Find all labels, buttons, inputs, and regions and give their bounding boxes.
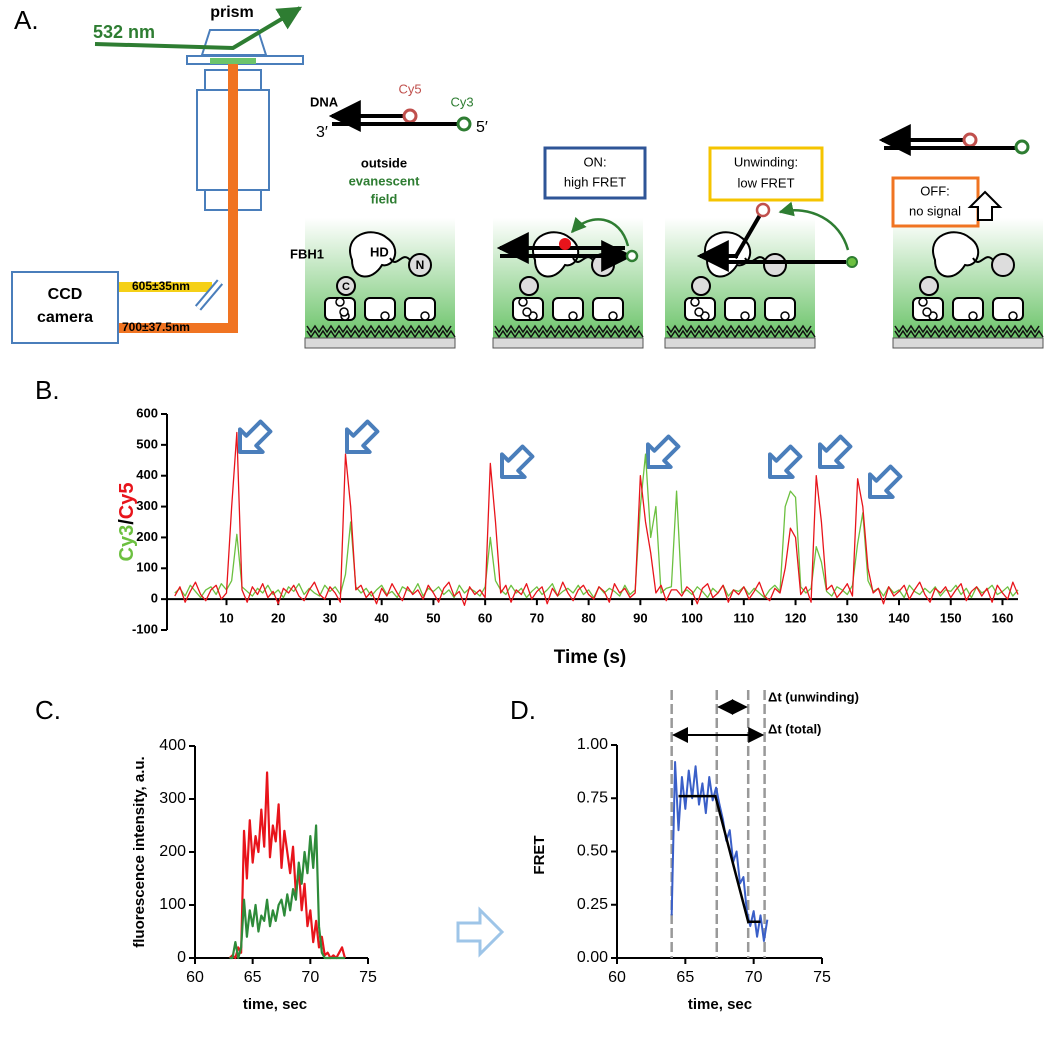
event-arrow xyxy=(336,415,384,463)
filter-label: 700±37.5nm xyxy=(122,320,190,334)
scenes: DNA Cy5 Cy3 3′ 5′ outside evanescent fie… xyxy=(290,81,1044,349)
y-tick-label: 0.25 xyxy=(577,896,608,913)
cy5-label: Cy5 xyxy=(398,81,421,96)
panel-label: B. xyxy=(35,375,60,405)
x-tick-label: 150 xyxy=(940,611,962,626)
x-tick-label: 90 xyxy=(633,611,647,626)
x-tick-label: 60 xyxy=(186,969,204,986)
y-tick-label: 400 xyxy=(159,737,186,754)
state-title: OFF: xyxy=(920,183,950,198)
y-tick-label: 300 xyxy=(159,790,186,807)
annotation: Δt (total) xyxy=(768,721,821,736)
x-tick-label: 10 xyxy=(219,611,233,626)
cy3-label: Cy3 xyxy=(450,94,473,109)
x-tick-label: 70 xyxy=(745,969,763,986)
annotation: Δt (unwinding) xyxy=(768,689,859,704)
microscope: A. prism 532 nm CCD camera 605±35nm 700±… xyxy=(11,4,304,344)
x-tick-label: 70 xyxy=(530,611,544,626)
domain-label: C xyxy=(342,281,350,293)
y-axis-label-part: / xyxy=(116,519,138,525)
x-axis-label: time, sec xyxy=(243,996,307,1013)
x-tick-label: 30 xyxy=(323,611,337,626)
camera-label: CCD xyxy=(48,286,83,303)
x-tick-label: 65 xyxy=(676,969,694,986)
y-axis-label: FRET xyxy=(531,835,548,874)
prism-label: prism xyxy=(210,4,254,21)
x-tick-label: 75 xyxy=(359,969,377,986)
series-line xyxy=(229,824,345,960)
event-arrow xyxy=(759,440,807,488)
outside-label: outside xyxy=(361,155,407,170)
flow-arrow xyxy=(456,906,505,958)
y-tick-label: 500 xyxy=(136,436,158,451)
x-tick-label: 160 xyxy=(992,611,1014,626)
x-tick-label: 60 xyxy=(478,611,492,626)
chart: D. 0.00 0.25 0.50 0.75 1.00 60 65 70 75 time, sec F… xyxy=(510,689,859,1013)
x-tick-label: 110 xyxy=(733,611,754,626)
x-tick-label: 130 xyxy=(836,611,858,626)
x-axis-label: time, sec xyxy=(688,996,752,1013)
y-tick-label: 600 xyxy=(136,405,158,420)
event-arrow xyxy=(491,440,539,488)
y-tick-label: 100 xyxy=(136,560,158,575)
laser-label: 532 nm xyxy=(93,22,155,42)
panel-label: A. xyxy=(14,5,39,35)
x-tick-label: 120 xyxy=(785,611,807,626)
chart: B. -100 0 100 200 300 400 500 600 10 20 30 40 50 60 70 8… xyxy=(35,375,1019,668)
y-tick-label: 0 xyxy=(177,949,186,966)
y-tick-label: 0.50 xyxy=(577,843,608,860)
panel-label: D. xyxy=(510,695,536,725)
chart: C. 0 100 200 300 400 60 65 70 75 time, sec fluoresc… xyxy=(35,695,377,1013)
x-tick-label: 50 xyxy=(426,611,440,626)
y-tick-label: 0.75 xyxy=(577,789,608,806)
state-subtitle: no signal xyxy=(909,203,961,218)
y-tick-label: 300 xyxy=(136,498,158,513)
series-line xyxy=(670,761,769,942)
filter-label: 605±35nm xyxy=(132,279,190,293)
x-tick-label: 100 xyxy=(681,611,703,626)
y-tick-label: 0 xyxy=(151,591,158,606)
outside-label: field xyxy=(371,191,398,206)
x-tick-label: 140 xyxy=(888,611,910,626)
x-tick-label: 60 xyxy=(608,969,626,986)
state-title: ON: xyxy=(583,154,606,169)
y-tick-label: 200 xyxy=(159,843,186,860)
state-subtitle: high FRET xyxy=(564,174,626,189)
y-tick-label: 100 xyxy=(159,896,186,913)
y-tick-label: 1.00 xyxy=(577,736,608,753)
y-tick-label: 400 xyxy=(136,467,158,482)
event-arrows xyxy=(229,415,907,508)
end-label: 5′ xyxy=(476,119,488,136)
y-axis-label: Cy3/Cy5 xyxy=(116,483,138,562)
x-tick-label: 20 xyxy=(271,611,285,626)
end-label: 3′ xyxy=(316,124,328,141)
x-tick-label: 70 xyxy=(301,969,319,986)
y-tick-label: -100 xyxy=(132,621,158,636)
panel-label: C. xyxy=(35,695,61,725)
x-axis-label: Time (s) xyxy=(554,647,627,668)
x-tick-label: 65 xyxy=(244,969,262,986)
fit-line xyxy=(678,794,761,924)
y-axis-label-part: Cy3 xyxy=(116,525,138,562)
y-tick-label: 0.00 xyxy=(577,949,608,966)
x-tick-label: 40 xyxy=(374,611,388,626)
event-arrow xyxy=(809,430,857,478)
y-axis-label: fluorescence intensity, a.u. xyxy=(131,756,148,947)
camera-label: camera xyxy=(37,309,93,326)
series-line xyxy=(174,431,1019,606)
x-tick-label: 80 xyxy=(581,611,595,626)
domain-label: HD xyxy=(370,244,389,259)
series-line xyxy=(228,771,346,960)
y-axis-label-part: Cy5 xyxy=(116,483,138,520)
outside-label: evanescent xyxy=(349,173,420,188)
state-subtitle: low FRET xyxy=(737,175,794,190)
dna-label: DNA xyxy=(310,94,339,109)
x-tick-label: 75 xyxy=(813,969,831,986)
domain-label: N xyxy=(416,258,425,272)
state-title: Unwinding: xyxy=(734,154,798,169)
event-arrow xyxy=(859,460,907,508)
y-tick-label: 200 xyxy=(136,529,158,544)
protein-label: FBH1 xyxy=(290,246,324,261)
